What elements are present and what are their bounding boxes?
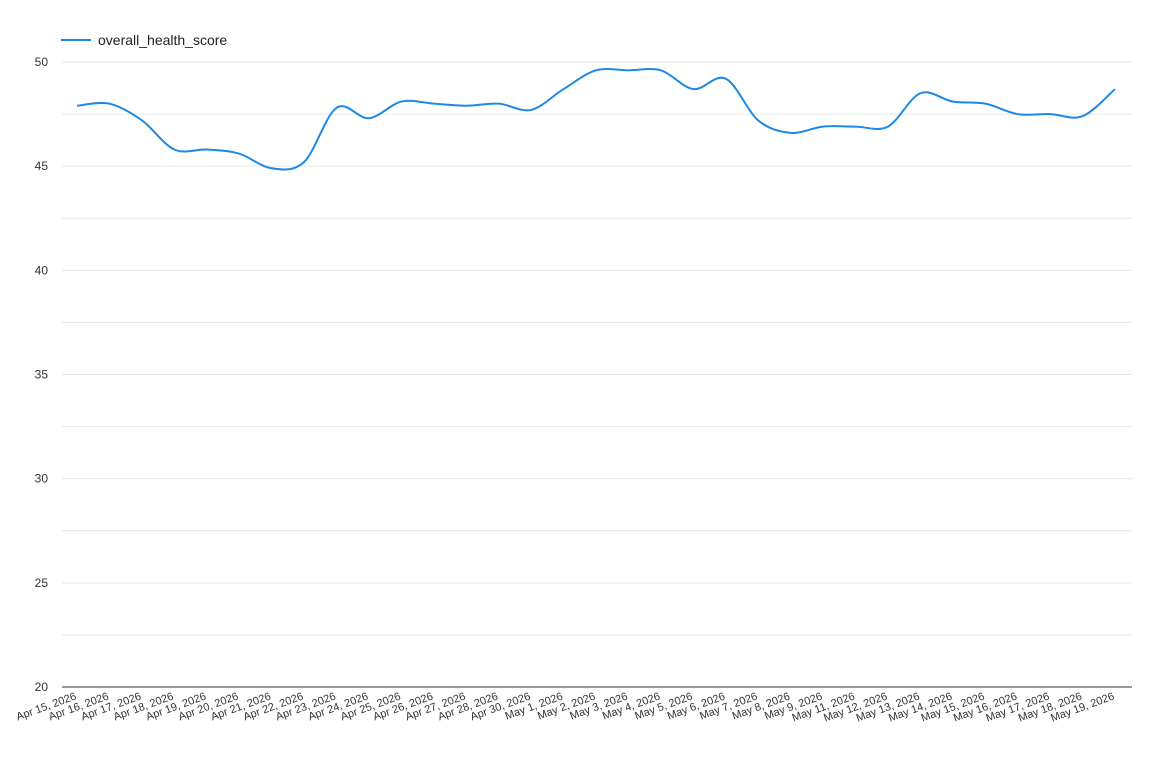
y-tick-label: 40	[35, 263, 49, 277]
series-line-overall-health-score	[76, 67, 1116, 171]
y-axis-ticks: 20 25 30 35 40 45 50	[35, 55, 49, 694]
y-tick-label: 45	[35, 159, 49, 173]
y-tick-label: 50	[35, 55, 49, 69]
legend-label: overall_health_score	[98, 32, 227, 48]
y-tick-label: 20	[35, 680, 49, 694]
y-tick-label: 35	[35, 368, 49, 382]
legend: overall_health_score	[61, 32, 227, 48]
gridlines	[62, 61, 1132, 636]
y-tick-label: 30	[35, 472, 49, 486]
y-tick-label: 25	[35, 576, 49, 590]
